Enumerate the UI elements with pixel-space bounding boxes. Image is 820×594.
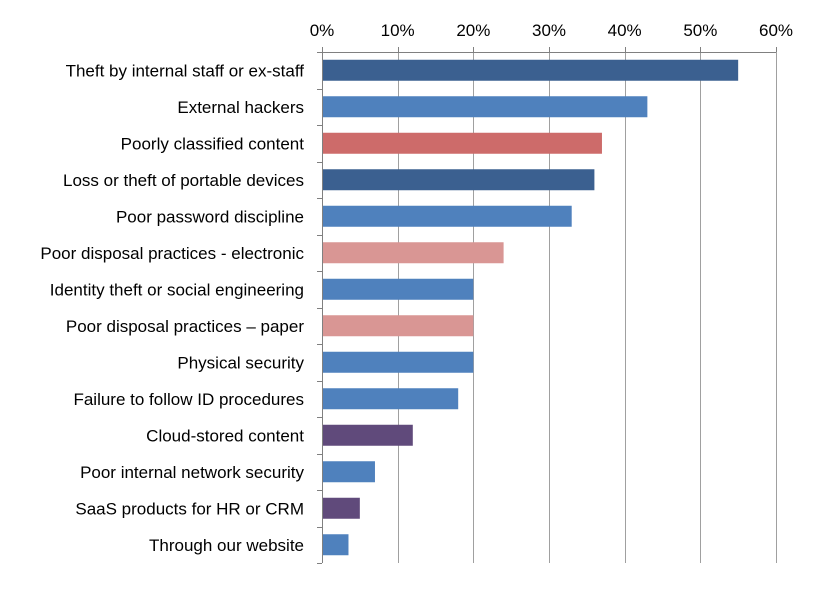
bar xyxy=(322,96,648,118)
bar xyxy=(322,132,602,154)
bar xyxy=(322,59,739,81)
bar xyxy=(322,205,572,227)
gridlines xyxy=(398,52,777,563)
category-label: Physical security xyxy=(177,353,304,372)
category-label: Theft by internal staff or ex-staff xyxy=(66,61,305,80)
axes xyxy=(317,47,777,564)
category-label: Through our website xyxy=(149,536,304,555)
category-label: Poor internal network security xyxy=(80,463,304,482)
category-label: External hackers xyxy=(177,98,304,117)
category-label: Poorly classified content xyxy=(121,134,305,153)
bar xyxy=(322,315,474,337)
x-tick-label: 40% xyxy=(608,21,642,40)
bar xyxy=(322,461,375,483)
category-label: Poor disposal practices - electronic xyxy=(40,244,304,263)
x-tick-label: 30% xyxy=(532,21,566,40)
category-label: Failure to follow ID procedures xyxy=(73,390,304,409)
category-labels: Theft by internal staff or ex-staff Exter… xyxy=(40,61,304,555)
category-label: Poor disposal practices – paper xyxy=(66,317,304,336)
bar xyxy=(322,497,360,519)
x-axis-tick-labels: 0% 10% 20% 30% 40% 50% 60% xyxy=(310,21,793,40)
x-tick-label: 20% xyxy=(456,21,490,40)
category-label: Poor password discipline xyxy=(116,207,304,226)
bars xyxy=(322,59,739,556)
category-label: SaaS products for HR or CRM xyxy=(75,499,304,518)
x-tick-label: 10% xyxy=(381,21,415,40)
bar xyxy=(322,388,459,410)
bar xyxy=(322,351,474,373)
x-tick-label: 0% xyxy=(310,21,335,40)
bar xyxy=(322,278,474,300)
bar xyxy=(322,424,413,446)
category-label: Identity theft or social engineering xyxy=(50,280,304,299)
category-label: Loss or theft of portable devices xyxy=(63,171,304,190)
bar xyxy=(322,534,349,556)
x-tick-label: 50% xyxy=(683,21,717,40)
category-label: Cloud-stored content xyxy=(146,426,304,445)
x-tick-label: 60% xyxy=(759,21,793,40)
bar xyxy=(322,242,504,264)
bar xyxy=(322,169,595,191)
